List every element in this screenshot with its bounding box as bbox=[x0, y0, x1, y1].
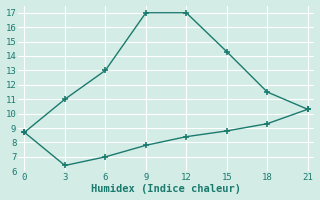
X-axis label: Humidex (Indice chaleur): Humidex (Indice chaleur) bbox=[91, 184, 241, 194]
